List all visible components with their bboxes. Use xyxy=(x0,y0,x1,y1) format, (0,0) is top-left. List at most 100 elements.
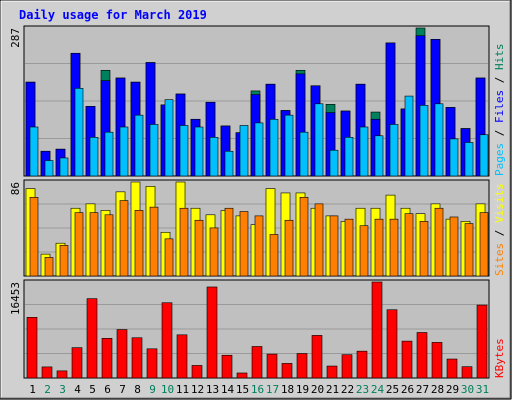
chart-panels: 287 Pages / Files / Hits 86 Sites / Visits 1… xyxy=(9,25,506,379)
pages-bar xyxy=(389,124,399,177)
sites-bar xyxy=(29,197,39,277)
pages-bar xyxy=(74,88,84,177)
pages-bar xyxy=(404,95,414,177)
x-tick-label: 19 xyxy=(296,383,309,396)
sites-bar xyxy=(149,206,159,277)
pages-bar xyxy=(104,131,114,177)
x-tick-label: 13 xyxy=(206,383,219,396)
sites-bar xyxy=(224,207,234,277)
kbytes-bar xyxy=(146,348,158,379)
x-tick-label: 9 xyxy=(149,383,156,396)
legend-visits_sites: Sites / Visits xyxy=(493,183,506,276)
x-tick-label: 28 xyxy=(431,383,444,396)
panel-visits_sites: 86 Sites / Visits xyxy=(9,179,506,277)
pages-bar xyxy=(434,103,444,177)
panel-kbytes: 16453 KBytes xyxy=(9,279,506,379)
kbytes-bar xyxy=(191,365,203,379)
legend-hits_files_pages: Pages / Files / Hits xyxy=(493,44,506,177)
kbytes-bar xyxy=(446,358,458,379)
kbytes-bar xyxy=(311,335,323,379)
x-tick-label: 24 xyxy=(371,383,385,396)
panel-hits_files_pages: 287 Pages / Files / Hits xyxy=(9,25,506,177)
x-tick-label: 22 xyxy=(341,383,354,396)
legend-entry: Pages xyxy=(493,143,506,176)
pages-bar xyxy=(119,126,129,177)
x-tick-label: 20 xyxy=(311,383,324,396)
kbytes-bar xyxy=(401,340,413,379)
x-tick-label: 15 xyxy=(236,383,249,396)
pages-bar xyxy=(209,137,219,177)
sites-bar xyxy=(104,214,114,277)
x-tick-label: 16 xyxy=(251,383,264,396)
x-tick-label: 21 xyxy=(326,383,339,396)
x-tick-label: 10 xyxy=(161,383,174,396)
sites-bar xyxy=(59,245,69,277)
kbytes-bar xyxy=(266,353,278,379)
kbytes-bar xyxy=(236,372,248,379)
pages-bar xyxy=(164,99,174,177)
x-tick-label: 3 xyxy=(59,383,66,396)
x-tick-label: 6 xyxy=(104,383,111,396)
x-tick-label: 18 xyxy=(281,383,294,396)
sites-bar xyxy=(119,200,129,277)
pages-bar xyxy=(374,135,384,177)
pages-bar xyxy=(149,124,159,177)
sites-bar xyxy=(269,234,279,277)
pages-bar xyxy=(419,105,429,177)
sites-bar xyxy=(74,212,84,277)
pages-bar xyxy=(314,103,324,177)
pages-bar xyxy=(269,118,279,177)
legend-entry: Visits xyxy=(493,183,506,223)
kbytes-bar xyxy=(371,281,383,379)
y-max-label: 86 xyxy=(9,182,22,195)
y-max-label: 287 xyxy=(9,28,22,48)
legend-entry: Files xyxy=(493,90,506,123)
sites-bar xyxy=(374,218,384,277)
x-tick-label: 12 xyxy=(191,383,204,396)
x-tick-label: 5 xyxy=(89,383,96,396)
x-tick-label: 8 xyxy=(134,383,141,396)
pages-bar xyxy=(89,137,99,177)
y-max-label: 16453 xyxy=(9,282,22,315)
pages-bar xyxy=(284,114,294,177)
x-tick-label: 25 xyxy=(386,383,399,396)
kbytes-bar xyxy=(41,366,53,379)
sites-bar xyxy=(359,225,369,277)
kbytes-bar xyxy=(131,337,143,379)
kbytes-bar xyxy=(416,332,428,379)
pages-bar xyxy=(479,134,489,177)
kbytes-bar xyxy=(206,286,218,379)
pages-bar xyxy=(59,157,69,177)
sites-bar xyxy=(89,212,99,277)
sites-bar xyxy=(209,227,219,277)
sites-bar xyxy=(284,219,294,277)
kbytes-bar xyxy=(101,338,113,379)
sites-bar xyxy=(389,218,399,277)
pages-bar xyxy=(179,125,189,177)
kbytes-bar xyxy=(431,342,443,379)
x-tick-label: 26 xyxy=(401,383,414,396)
pages-bar xyxy=(239,125,249,177)
kbytes-bar xyxy=(221,354,233,379)
pages-bar xyxy=(464,142,474,177)
kbytes-bar xyxy=(386,309,398,379)
x-tick-label: 4 xyxy=(74,383,81,396)
x-tick-label: 14 xyxy=(221,383,235,396)
sites-bar xyxy=(194,219,204,277)
x-tick-label: 23 xyxy=(356,383,369,396)
sites-bar xyxy=(314,203,324,277)
pages-bar xyxy=(29,126,39,177)
sites-bar xyxy=(479,212,489,277)
kbytes-bar xyxy=(86,298,98,379)
x-tick-label: 11 xyxy=(176,383,189,396)
legend-kbytes: KBytes xyxy=(493,338,506,378)
pages-bar xyxy=(329,149,339,177)
kbytes-bar xyxy=(281,363,293,379)
kbytes-bar xyxy=(56,370,68,379)
x-tick-label: 17 xyxy=(266,383,279,396)
kbytes-bar xyxy=(176,334,188,379)
legend-entry: Hits xyxy=(493,44,506,71)
kbytes-bar xyxy=(341,354,353,379)
x-tick-label: 27 xyxy=(416,383,429,396)
